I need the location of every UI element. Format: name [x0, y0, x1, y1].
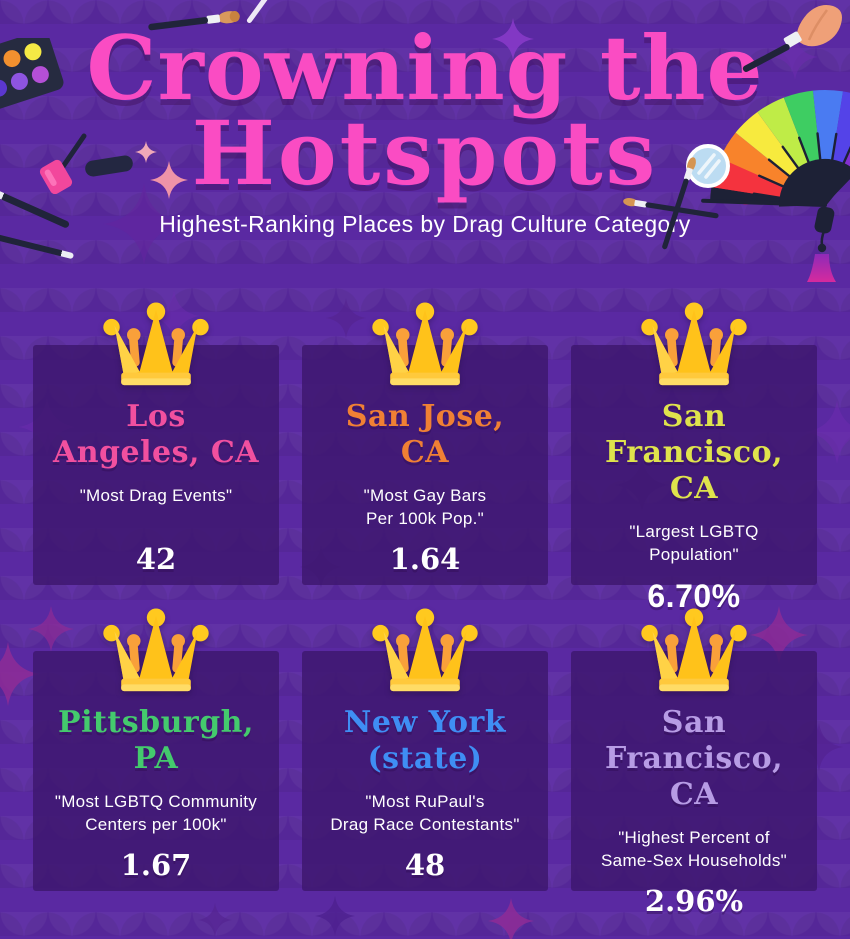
- city-name: New York (state): [343, 705, 507, 776]
- crown-icon: [103, 302, 209, 386]
- stat-value: 6.70%: [647, 578, 741, 614]
- crown-icon: [641, 608, 747, 692]
- crown-icon: [372, 302, 478, 386]
- makeup-palette-icon: [0, 38, 64, 113]
- sparkle-diamond: [488, 898, 534, 939]
- city-name: San Francisco, CA: [604, 705, 784, 812]
- page-subtitle: Highest-Ranking Places by Drag Culture C…: [159, 210, 691, 237]
- title-line-1: Crowning the: [86, 16, 764, 120]
- hotspot-card: New York (state) "Most RuPaul's Drag Rac…: [302, 608, 548, 891]
- category-label: "Most RuPaul's Drag Race Contestants": [330, 792, 520, 835]
- crown-icon: [372, 608, 478, 692]
- city-name: San Jose, CA: [345, 399, 505, 470]
- tassel: [807, 254, 836, 282]
- sparkle-diamond: [326, 298, 366, 338]
- sparkle-icon: [150, 161, 188, 199]
- sparkle-icon: [135, 141, 157, 163]
- header: Crowning the Hotspots Highest-Ranking Pla…: [0, 0, 850, 238]
- stat-value: 2.96%: [644, 884, 744, 918]
- tassel-knot: [817, 243, 827, 253]
- stat-value: 42: [135, 542, 177, 576]
- category-label: "Largest LGBTQ Population": [629, 522, 759, 565]
- crown-icon: [103, 608, 209, 692]
- nail-polish-icon: [39, 133, 87, 194]
- sparkle-diamond: [315, 896, 355, 936]
- stat-value: 1.64: [389, 542, 461, 576]
- rainbow-fan-icon: [623, 89, 850, 282]
- category-label: "Highest Percent of Same-Sex Households": [601, 828, 787, 871]
- hotspot-card: San Francisco, CA "Largest LGBTQ Populat…: [571, 302, 817, 614]
- paint-brush-icon: [623, 198, 719, 219]
- sparkle-diamond: [28, 606, 74, 652]
- stat-value: 1.67: [120, 848, 192, 882]
- hotspot-card: San Jose, CA "Most Gay Bars Per 100k Pop…: [302, 302, 548, 585]
- category-label: "Most Gay Bars Per 100k Pop.": [363, 486, 487, 529]
- mascara-tube-icon: [85, 155, 133, 177]
- crown-icon: [641, 302, 747, 386]
- paint-brush-icon: [662, 157, 696, 250]
- stat-value: 48: [404, 848, 446, 882]
- blush-brush-icon: [742, 5, 842, 72]
- city-name: Los Angeles, CA: [52, 399, 260, 470]
- sparkle-diamond: [198, 903, 232, 937]
- category-label: "Most LGBTQ Community Centers per 100k": [54, 792, 258, 835]
- hotspot-card: Los Angeles, CA "Most Drag Events" 42: [33, 302, 279, 585]
- city-name: Pittsburgh, PA: [58, 705, 254, 776]
- city-name: San Francisco, CA: [604, 399, 784, 506]
- hotspot-card: Pittsburgh, PA "Most LGBTQ Community Cen…: [33, 608, 279, 891]
- page-title: Crowning the Hotspots: [0, 24, 850, 206]
- hotspot-card: San Francisco, CA "Highest Percent of Sa…: [571, 608, 817, 918]
- title-line-2: Hotspots: [191, 101, 659, 206]
- category-label: "Most Drag Events": [79, 486, 233, 505]
- makeup-brush-icon: [148, 10, 240, 31]
